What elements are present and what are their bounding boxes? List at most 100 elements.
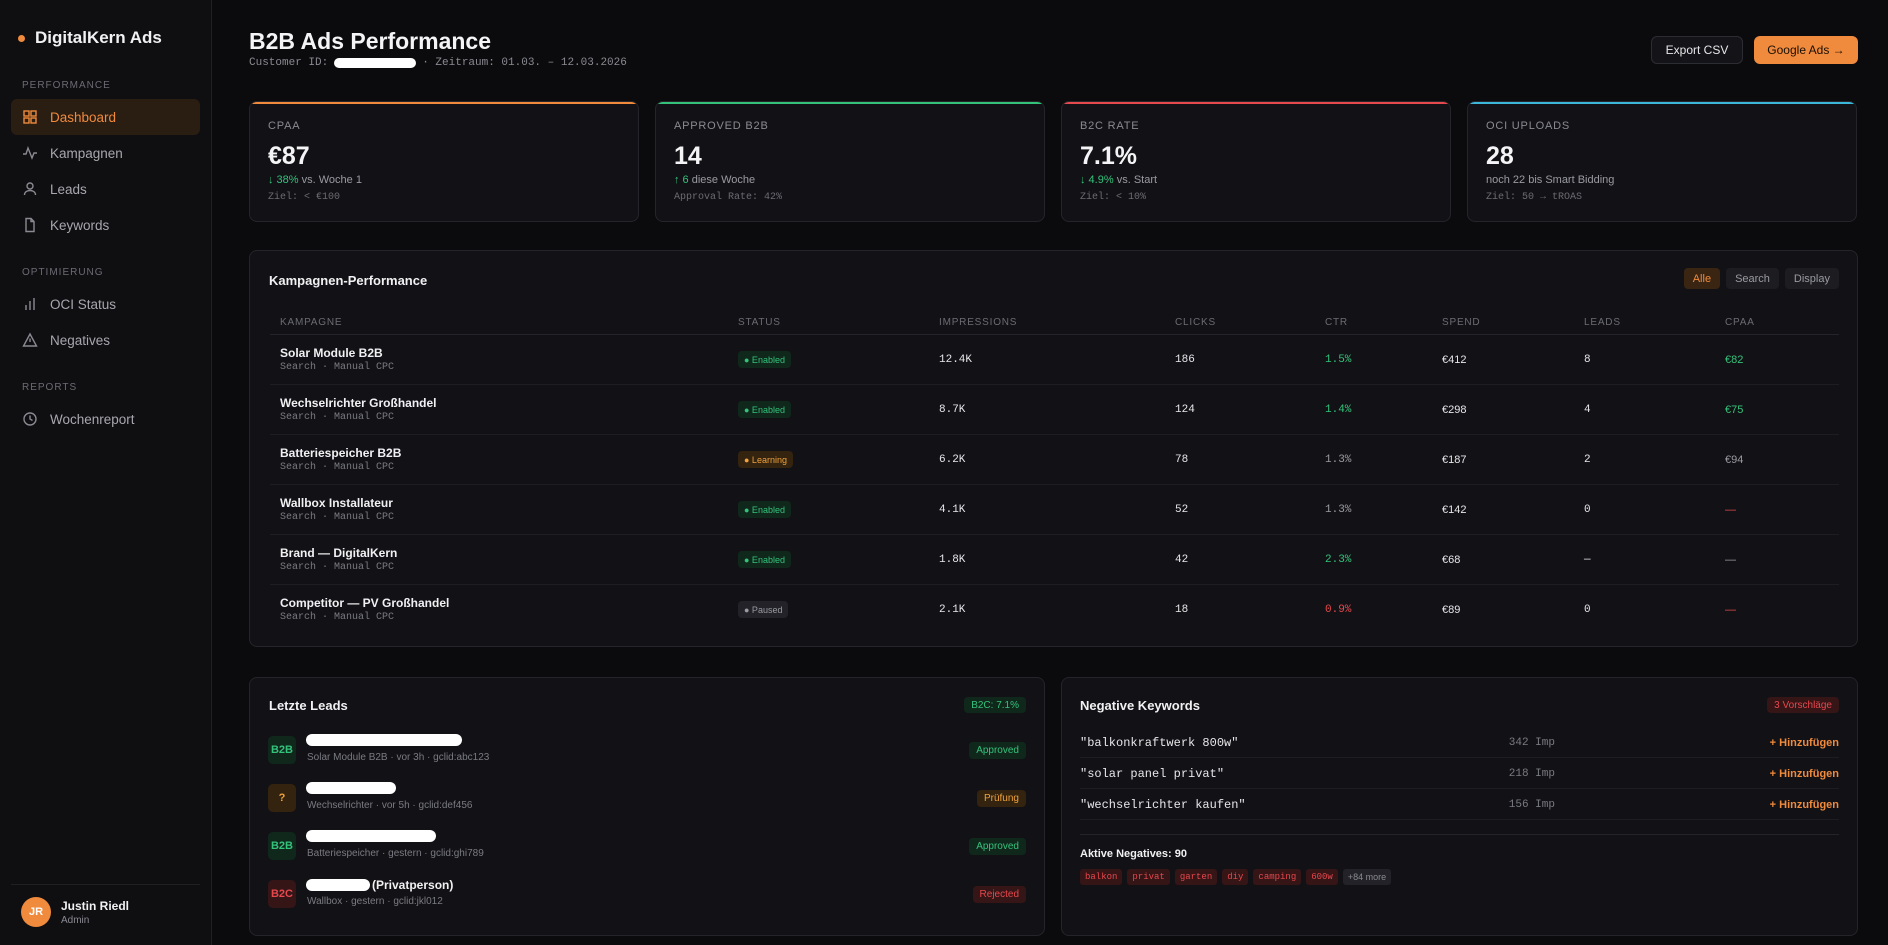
clicks-cell: 78	[1175, 454, 1189, 466]
list-item: "solar panel privat" 218 Imp + Hinzufüge…	[1080, 758, 1839, 789]
status-badge: Prüfung	[976, 790, 1026, 807]
kpi-delta-text: noch 22 bis Smart Bidding	[1486, 174, 1615, 186]
sidebar-item-label: Leads	[50, 181, 87, 197]
status-badge: Rejected	[972, 886, 1026, 903]
col-status[interactable]: STATUS	[738, 317, 781, 328]
impressions-cell: 1.8K	[939, 554, 966, 566]
brand-dot-icon	[18, 34, 25, 42]
kpi-note: Ziel: 50 → tROAS	[1486, 192, 1583, 203]
google-ads-button[interactable]: Google Ads →	[1754, 36, 1858, 64]
campaign-performance-panel: Kampagnen-Performance Alle Search Displa…	[249, 250, 1858, 647]
sidebar-item-wochenreport[interactable]: Wochenreport	[11, 401, 200, 437]
col-spend[interactable]: SPEND	[1442, 317, 1481, 328]
kpi-label: B2C RATE	[1080, 120, 1140, 132]
impressions-count: 156 Imp	[1508, 799, 1555, 811]
campaign-name[interactable]: Batteriespeicher B2B	[280, 446, 402, 460]
kpi-label: APPROVED B2B	[674, 120, 769, 132]
period-label: · Zeitraum: 01.03. – 12.03.2026	[422, 57, 627, 69]
document-icon	[25, 217, 35, 233]
status-badge: ● Enabled	[738, 551, 791, 568]
sidebar-item-dashboard[interactable]: Dashboard	[11, 99, 200, 135]
brand[interactable]: DigitalKern Ads	[0, 0, 211, 54]
campaign-name[interactable]: Wallbox Installateur	[280, 496, 393, 510]
redacted-customer-id	[334, 58, 417, 68]
filter-search[interactable]: Search	[1726, 268, 1779, 289]
col-ctr[interactable]: CTR	[1325, 317, 1348, 328]
col-kampagne[interactable]: KAMPAGNE	[280, 317, 343, 328]
cpaa-cell: €82	[1725, 354, 1744, 366]
table-row[interactable]: Wallbox Installateur Search · Manual CPC…	[270, 485, 1839, 535]
sidebar-item-oci-status[interactable]: OCI Status	[11, 286, 200, 322]
col-cpaa[interactable]: CPAA	[1725, 317, 1755, 328]
add-negative-button[interactable]: + Hinzufügen	[1769, 799, 1839, 811]
col-clicks[interactable]: CLICKS	[1175, 317, 1216, 328]
list-item[interactable]: ? Wechselrichter · vor 5h · gclid:def456…	[268, 776, 1026, 824]
campaign-name[interactable]: Competitor — PV Großhandel	[280, 596, 450, 610]
panel-title: Kampagnen-Performance	[269, 273, 428, 288]
recent-leads-panel: Letzte Leads B2C: 7.1% B2B Solar Module …	[249, 677, 1045, 936]
spend-cell: €298	[1442, 404, 1467, 416]
status-badge: ● Enabled	[738, 351, 791, 368]
impressions-count: 218 Imp	[1508, 768, 1555, 780]
grid-icon	[23, 110, 37, 124]
add-negative-button[interactable]: + Hinzufügen	[1769, 737, 1839, 749]
negative-chip: garten	[1174, 869, 1218, 885]
ctr-cell: 0.9%	[1325, 604, 1352, 616]
impressions-cell: 8.7K	[939, 404, 966, 416]
campaign-type: Search · Manual CPC	[280, 612, 395, 623]
table-row[interactable]: Wechselrichter Großhandel Search · Manua…	[270, 385, 1839, 435]
impressions-count: 342 Imp	[1508, 737, 1555, 749]
filter-display[interactable]: Display	[1784, 268, 1839, 289]
col-impressions[interactable]: IMPRESSIONS	[939, 317, 1018, 328]
sidebar-item-label: Kampagnen	[50, 145, 123, 161]
spend-cell: €68	[1442, 554, 1461, 566]
cpaa-cell: —	[1725, 554, 1736, 566]
sidebar-item-label: OCI Status	[50, 296, 117, 312]
kpi-delta-value: ↓ 4.9%	[1080, 174, 1114, 186]
col-leads[interactable]: LEADS	[1584, 317, 1621, 328]
export-csv-button[interactable]: Export CSV	[1651, 36, 1743, 64]
impressions-cell: 2.1K	[939, 604, 966, 616]
campaign-name[interactable]: Solar Module B2B	[280, 346, 383, 360]
campaign-name[interactable]: Brand — DigitalKern	[280, 546, 398, 560]
kpi-card-approved-b2b: APPROVED B2B 14 ↑ 6 diese Woche Approval…	[655, 101, 1045, 222]
spend-cell: €187	[1442, 454, 1467, 466]
kpi-accent-bar	[1062, 102, 1450, 104]
kpi-delta: noch 22 bis Smart Bidding	[1486, 174, 1614, 186]
clock-icon	[23, 412, 37, 426]
impressions-cell: 6.2K	[939, 454, 966, 466]
filter-alle[interactable]: Alle	[1683, 268, 1721, 289]
kpi-accent-bar	[1468, 102, 1856, 104]
add-negative-button[interactable]: + Hinzufügen	[1769, 768, 1839, 780]
sidebar-item-leads[interactable]: Leads	[11, 171, 200, 207]
negative-chip: balkon	[1080, 869, 1123, 885]
kpi-delta-text: vs. Woche 1	[301, 174, 362, 186]
status-badge: Approved	[969, 742, 1026, 759]
table-row[interactable]: Competitor — PV Großhandel Search · Manu…	[270, 585, 1839, 635]
spend-cell: €142	[1442, 504, 1467, 516]
list-item[interactable]: B2C (Privatperson) Wallbox · gestern · g…	[268, 872, 1026, 920]
lead-meta: Wechselrichter · vor 5h · gclid:def456	[307, 800, 473, 811]
list-item: "wechselrichter kaufen" 156 Imp + Hinzuf…	[1080, 789, 1839, 820]
sidebar: DigitalKern Ads PERFORMANCE Dashboard Ka…	[0, 0, 212, 945]
table-row[interactable]: Brand — DigitalKern Search · Manual CPC …	[270, 535, 1839, 585]
lead-name	[306, 734, 462, 746]
kpi-note: Ziel: < 10%	[1080, 192, 1147, 203]
negative-chip: privat	[1127, 869, 1170, 885]
sidebar-item-negatives[interactable]: Negatives	[11, 322, 200, 358]
table-row[interactable]: Batteriespeicher B2B Search · Manual CPC…	[270, 435, 1839, 485]
more-negatives-chip[interactable]: +84 more	[1342, 869, 1392, 885]
negative-keyword: "balkonkraftwerk 800w"	[1080, 736, 1239, 750]
list-item[interactable]: B2B Batteriespeicher · gestern · gclid:g…	[268, 824, 1026, 872]
sidebar-item-kampagnen[interactable]: Kampagnen	[11, 135, 200, 171]
panel-title: Letzte Leads	[269, 698, 348, 713]
sidebar-item-keywords[interactable]: Keywords	[11, 207, 200, 243]
user-profile[interactable]: JR Justin Riedl Admin	[11, 884, 200, 927]
kpi-accent-bar	[656, 102, 1044, 104]
campaign-name[interactable]: Wechselrichter Großhandel	[280, 396, 437, 410]
list-item[interactable]: B2B Solar Module B2B · vor 3h · gclid:ab…	[268, 728, 1026, 776]
lead-name	[306, 782, 396, 794]
impressions-cell: 12.4K	[939, 354, 973, 366]
divider	[1080, 834, 1839, 835]
table-row[interactable]: Solar Module B2B Search · Manual CPC ● E…	[270, 335, 1839, 385]
